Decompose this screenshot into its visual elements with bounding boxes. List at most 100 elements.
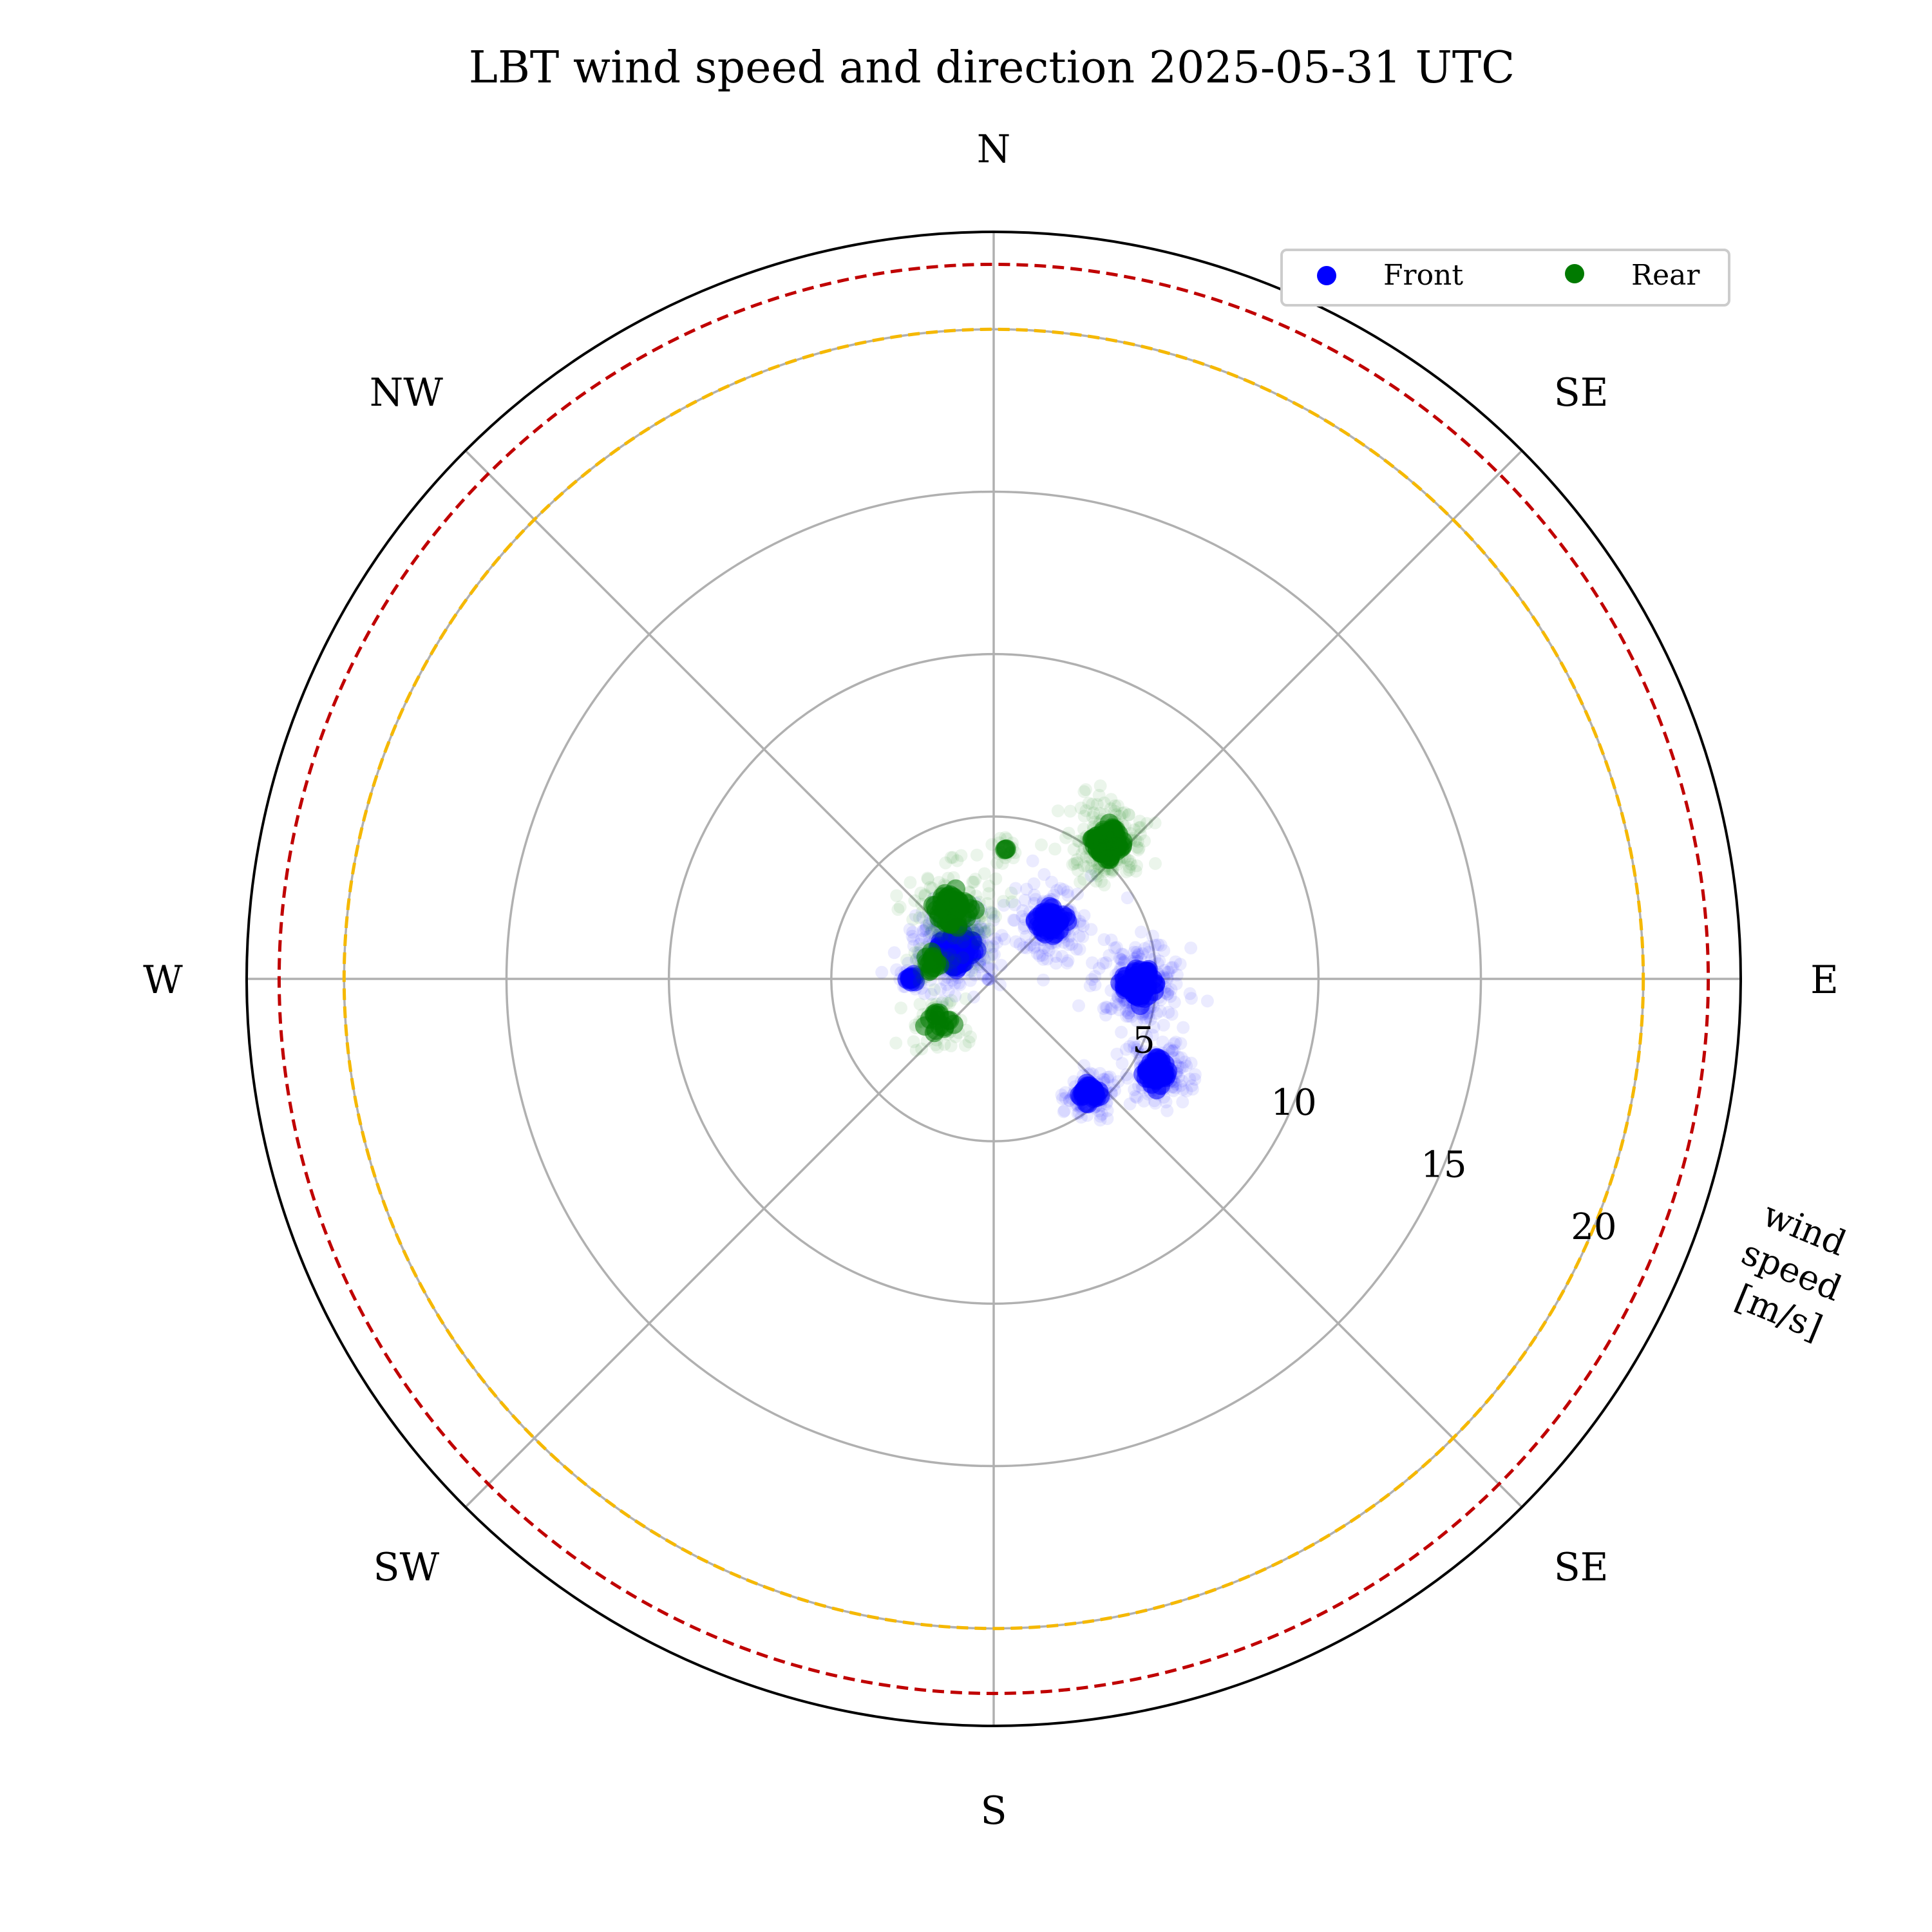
data-point — [1128, 823, 1141, 837]
data-point — [1110, 1047, 1124, 1061]
data-point — [994, 978, 1007, 992]
scatter-points — [875, 779, 1214, 1127]
radial-tick-label: 15 — [1421, 1144, 1466, 1186]
data-point — [907, 939, 920, 952]
data-point — [960, 1023, 972, 1037]
data-point — [1135, 925, 1148, 939]
data-point — [951, 931, 964, 945]
data-point — [1157, 1083, 1171, 1096]
data-point — [890, 889, 904, 902]
data-point — [1133, 815, 1146, 828]
data-point — [1174, 1037, 1188, 1050]
data-point — [914, 933, 928, 947]
data-point — [923, 947, 943, 967]
data-point — [1131, 1040, 1144, 1054]
data-point — [1097, 878, 1111, 892]
data-point — [1008, 898, 1021, 912]
data-point — [1061, 885, 1074, 898]
data-point — [1142, 1056, 1162, 1076]
data-point — [939, 856, 952, 869]
data-point — [1121, 891, 1134, 905]
data-point — [1092, 788, 1106, 802]
data-point — [959, 992, 972, 1005]
data-point — [964, 1030, 977, 1044]
data-point — [1079, 850, 1093, 864]
series-rear — [889, 779, 1162, 1057]
data-point — [1165, 1008, 1179, 1021]
data-point — [1037, 973, 1050, 987]
data-point — [1086, 810, 1099, 824]
data-point — [1114, 953, 1128, 967]
data-point — [1127, 956, 1141, 970]
data-point — [954, 849, 968, 862]
data-point — [1058, 1104, 1071, 1117]
data-point — [1066, 858, 1079, 871]
data-point — [931, 965, 945, 978]
data-point — [1075, 847, 1089, 860]
data-point — [1120, 1068, 1133, 1081]
data-point — [1100, 1001, 1113, 1014]
data-point — [1123, 854, 1137, 867]
data-point — [1097, 933, 1111, 946]
data-point — [1013, 938, 1027, 951]
data-point — [971, 923, 984, 936]
data-point — [1130, 1014, 1144, 1028]
data-point — [1067, 843, 1081, 857]
data-point — [985, 963, 999, 976]
data-point — [1115, 953, 1128, 967]
data-point — [1045, 875, 1058, 889]
data-point — [940, 978, 954, 991]
data-point — [989, 932, 1001, 945]
data-point — [966, 875, 980, 889]
data-point — [1059, 1086, 1072, 1099]
data-point — [1090, 867, 1103, 881]
data-point — [953, 978, 967, 992]
data-point — [1185, 992, 1198, 1005]
data-point — [1157, 1090, 1171, 1104]
data-point — [978, 867, 991, 880]
data-point — [1036, 949, 1049, 962]
data-point — [1088, 970, 1102, 983]
data-point — [1160, 987, 1174, 1001]
data-point — [981, 959, 995, 972]
data-point — [1176, 1095, 1189, 1109]
data-point — [1130, 945, 1144, 959]
data-point — [1115, 960, 1129, 974]
data-point — [913, 976, 926, 989]
data-point — [996, 857, 1009, 870]
data-point — [1154, 938, 1168, 952]
data-point — [1122, 808, 1135, 822]
data-point — [1128, 945, 1141, 959]
data-point — [1120, 865, 1133, 878]
data-point — [1020, 882, 1033, 896]
data-point — [947, 1012, 960, 1026]
data-point — [1076, 930, 1090, 943]
data-point — [891, 903, 905, 916]
data-point — [1074, 801, 1088, 815]
direction-label: S — [980, 1788, 1007, 1833]
data-point — [920, 919, 933, 933]
data-point — [1094, 779, 1107, 793]
data-point — [1128, 1041, 1141, 1054]
data-point — [1030, 926, 1044, 939]
data-point — [1049, 956, 1063, 970]
data-point — [913, 938, 926, 951]
data-point — [908, 946, 922, 960]
data-point — [1139, 960, 1159, 980]
data-point — [949, 989, 962, 1003]
legend-label-rear: Rear — [1631, 259, 1700, 292]
data-point — [1166, 1044, 1179, 1057]
data-point — [934, 982, 947, 996]
data-point — [1164, 990, 1177, 1003]
data-point — [1028, 933, 1042, 947]
data-point — [941, 914, 961, 934]
data-point — [1049, 920, 1069, 940]
data-point — [945, 974, 959, 987]
data-point — [908, 894, 922, 907]
data-point — [994, 831, 1007, 845]
data-point — [1169, 1081, 1182, 1095]
data-point — [1144, 1012, 1157, 1026]
data-point — [984, 905, 998, 919]
data-point — [924, 987, 938, 1001]
data-point — [1007, 913, 1020, 927]
